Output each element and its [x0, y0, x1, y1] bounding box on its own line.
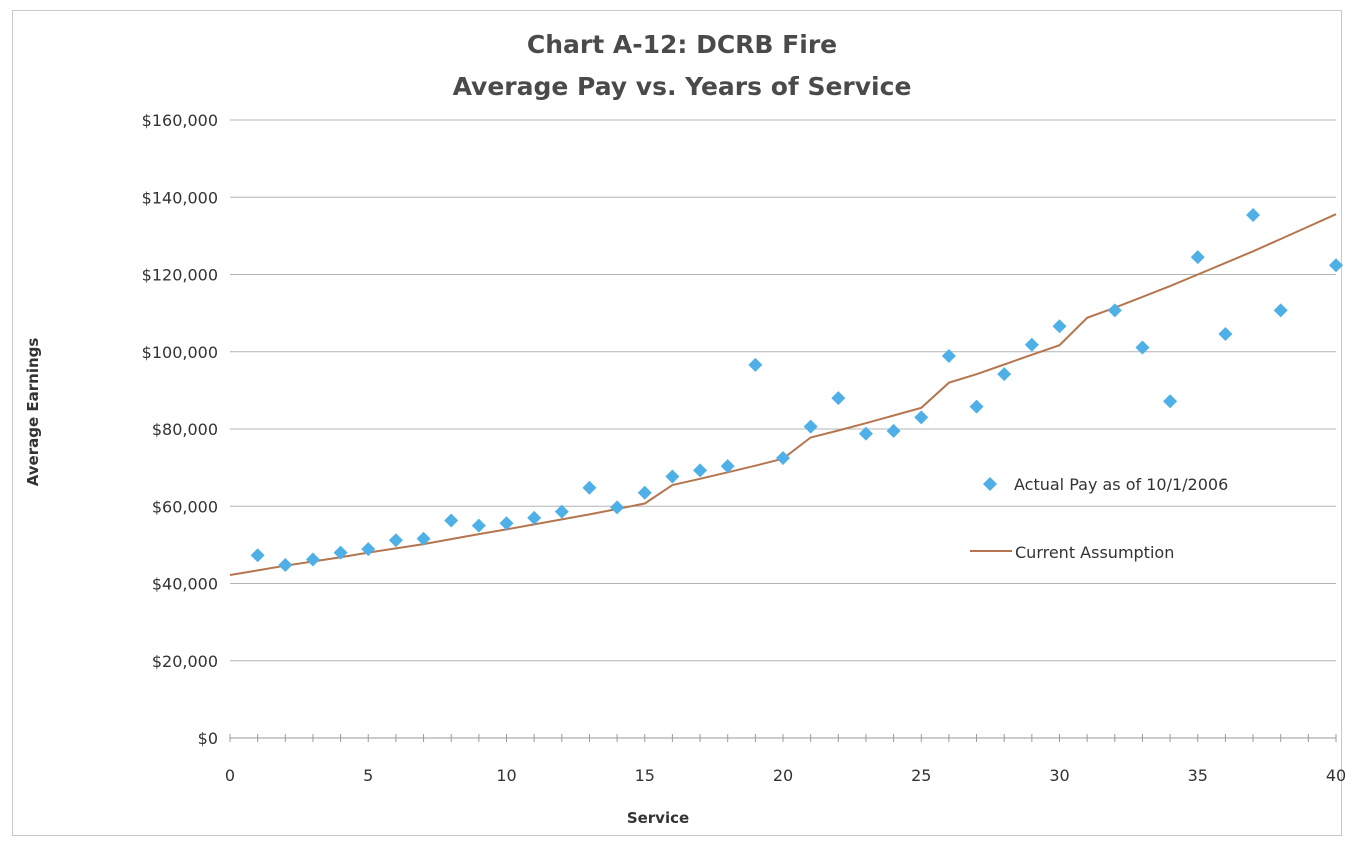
y-tick-label: $160,000 — [142, 111, 218, 130]
data-point — [997, 367, 1012, 382]
legend-label-assumption: Current Assumption — [1015, 543, 1174, 562]
x-tick-label: 15 — [635, 766, 655, 785]
y-tick-label: $120,000 — [142, 266, 218, 285]
data-point — [471, 518, 486, 533]
y-tick-labels: $0 $20,000 $40,000 $60,000 $80,000 $100,000 $1… — [142, 111, 218, 748]
y-tick-label: $40,000 — [152, 575, 218, 594]
data-point — [1246, 208, 1261, 223]
data-point — [1024, 337, 1039, 352]
data-point — [1163, 394, 1178, 409]
data-point — [665, 469, 680, 484]
data-point — [914, 410, 929, 425]
data-point — [1190, 250, 1205, 265]
data-point — [858, 426, 873, 441]
data-point — [803, 419, 818, 434]
data-point — [250, 548, 265, 563]
data-point — [693, 463, 708, 478]
data-point — [1273, 303, 1288, 318]
x-tick-label: 5 — [363, 766, 373, 785]
y-tick-label: $20,000 — [152, 652, 218, 671]
x-tick-label: 30 — [1049, 766, 1069, 785]
data-point — [444, 513, 459, 528]
data-point — [527, 510, 542, 525]
data-point — [388, 533, 403, 548]
y-tick-label: $60,000 — [152, 497, 218, 516]
chart-title: Chart A-12: DCRB Fire — [527, 30, 837, 59]
data-point — [582, 480, 597, 495]
data-point — [361, 542, 376, 557]
data-point — [278, 557, 293, 572]
legend-diamond-icon — [983, 477, 997, 491]
y-tick-label: $0 — [198, 729, 218, 748]
data-point — [610, 500, 625, 515]
data-point — [748, 357, 763, 372]
data-point — [1052, 319, 1067, 334]
actual-pay-points — [250, 208, 1343, 572]
chart-frame — [12, 10, 1342, 836]
legend: Actual Pay as of 10/1/2006 Current Assum… — [970, 475, 1228, 562]
x-tick-label: 0 — [225, 766, 235, 785]
y-tick-label: $140,000 — [142, 188, 218, 207]
data-point — [416, 531, 431, 546]
x-tick-label: 25 — [911, 766, 931, 785]
data-point — [720, 459, 735, 474]
legend-label-actual: Actual Pay as of 10/1/2006 — [1014, 475, 1228, 494]
x-tick-label: 10 — [496, 766, 516, 785]
data-point — [1329, 258, 1343, 273]
data-point — [969, 399, 984, 414]
x-tick-labels: 0 5 10 15 20 25 30 35 40 — [225, 766, 1346, 785]
x-axis-label: Service — [627, 809, 689, 827]
data-point — [333, 545, 348, 560]
data-point — [305, 552, 320, 567]
x-tick-label: 35 — [1188, 766, 1208, 785]
gridlines — [230, 119, 1336, 739]
data-point — [499, 516, 514, 531]
data-point — [1218, 326, 1233, 341]
data-point — [554, 504, 569, 519]
data-point — [1107, 303, 1122, 318]
data-point — [637, 485, 652, 500]
y-tick-label: $100,000 — [142, 343, 218, 362]
data-point — [1135, 340, 1150, 355]
x-axis — [229, 734, 1337, 742]
y-tick-label: $80,000 — [152, 420, 218, 439]
data-point — [886, 423, 901, 438]
data-point — [941, 348, 956, 363]
chart-subtitle: Average Pay vs. Years of Service — [453, 72, 912, 101]
data-point — [831, 391, 846, 406]
x-tick-label: 40 — [1326, 766, 1346, 785]
y-axis-label: Average Earnings — [24, 338, 42, 487]
x-tick-label: 20 — [773, 766, 793, 785]
data-point — [776, 450, 790, 465]
